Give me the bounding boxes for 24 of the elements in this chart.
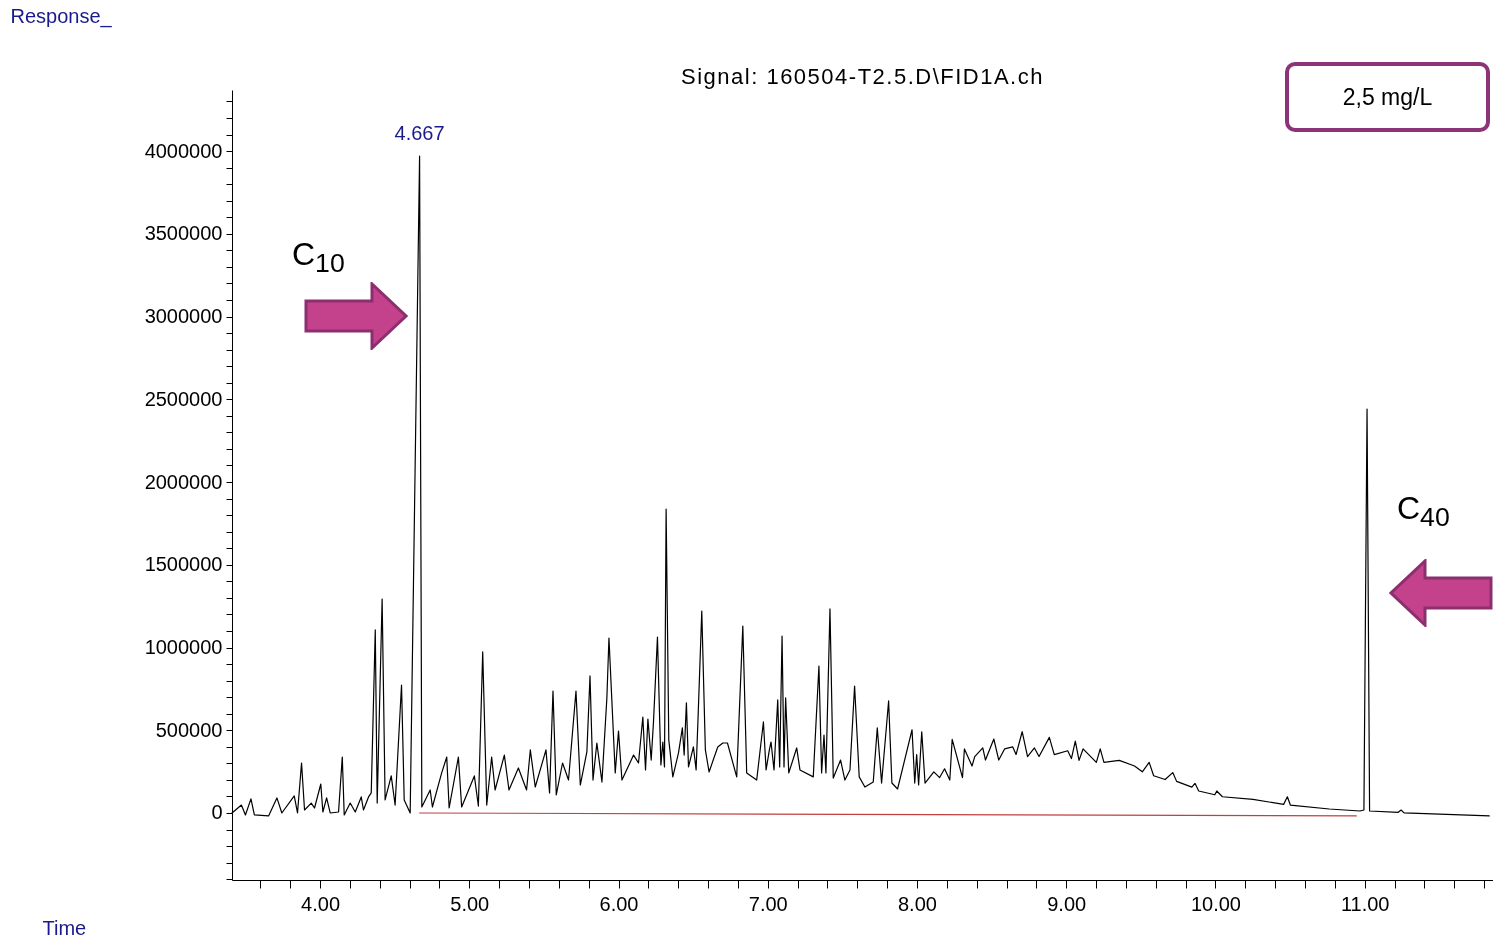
y-axis-title: Response_	[10, 4, 113, 28]
y-tick-label: 2500000	[144, 387, 223, 410]
x-tick-label: 4.00	[301, 892, 341, 915]
x-tick-label: 7.00	[748, 892, 788, 915]
y-tick-label: 3000000	[144, 305, 223, 328]
annotation: 2,5 mg/L	[1285, 62, 1490, 132]
y-tick-label: 4000000	[144, 139, 223, 162]
x-tick-label: 5.00	[450, 892, 490, 915]
y-tick-label: 500000	[155, 718, 223, 741]
y-tick-label: 3500000	[144, 222, 223, 245]
x-tick-label: 10.00	[1190, 892, 1241, 915]
y-tick-label: 1500000	[144, 553, 223, 576]
chart-title: Signal: 160504-T2.5.D\FID1A.ch	[681, 64, 1044, 89]
annotation: C$_{40}$	[1397, 490, 1450, 534]
x-tick-label: 8.00	[898, 892, 937, 915]
x-tick-label: 9.00	[1047, 892, 1087, 915]
y-tick-label: 0	[211, 801, 223, 824]
annotation: C$_{10}$	[292, 236, 345, 280]
x-tick-label: 6.00	[599, 892, 639, 915]
y-tick-label: 1000000	[144, 636, 223, 658]
annotation: 4.667	[394, 122, 445, 145]
x-axis-title: Time	[42, 916, 87, 939]
y-tick-label: 2000000	[144, 470, 223, 493]
x-tick-label: 11.00	[1340, 892, 1390, 915]
